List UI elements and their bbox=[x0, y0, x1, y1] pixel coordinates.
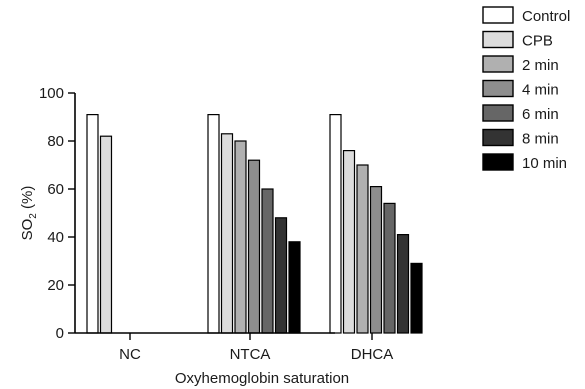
bar-nc-control bbox=[86, 113, 99, 334]
legend-swatch bbox=[482, 128, 514, 147]
legend-swatch bbox=[482, 79, 514, 98]
x-tick-label-nc: NC bbox=[119, 346, 141, 363]
y-axis-title-suffix: (%) bbox=[19, 186, 36, 214]
y-tick-label: 40 bbox=[47, 229, 64, 246]
legend-label: 8 min bbox=[522, 131, 559, 148]
x-axis-title: Oxyhemoglobin saturation bbox=[175, 370, 349, 387]
legend-label: 4 min bbox=[522, 82, 559, 99]
bar-dhca-10-min bbox=[410, 262, 423, 334]
x-tick-label-ntca: NTCA bbox=[230, 346, 271, 363]
bar-ntca-8-min bbox=[274, 217, 288, 334]
bar-ntca-2-min bbox=[234, 140, 247, 334]
bar-ntca-6-min bbox=[261, 188, 274, 334]
bars-group bbox=[86, 113, 423, 334]
legend-label: 2 min bbox=[522, 57, 559, 74]
bar-nc-cpb bbox=[99, 135, 113, 334]
y-axis-title: SO2 (%) bbox=[19, 186, 39, 241]
bar-ntca-4-min bbox=[247, 159, 261, 334]
legend-label: 10 min bbox=[522, 155, 567, 172]
bar-ntca-control bbox=[207, 113, 220, 334]
y-axis-title-subscript: 2 bbox=[28, 213, 39, 219]
legend-swatch bbox=[482, 30, 514, 49]
y-tick-label: 80 bbox=[47, 133, 64, 150]
bar-dhca-2-min bbox=[356, 164, 369, 334]
y-tick-label: 20 bbox=[47, 277, 64, 294]
y-tick-label: 60 bbox=[47, 181, 64, 198]
bar-dhca-6-min bbox=[383, 202, 396, 334]
bar-dhca-8-min bbox=[396, 234, 410, 334]
legend-label: CPB bbox=[522, 33, 553, 50]
x-tick-label-dhca: DHCA bbox=[351, 346, 394, 363]
bar-ntca-cpb bbox=[220, 133, 234, 334]
legend-swatch bbox=[482, 6, 514, 24]
y-axis-title-main: SO bbox=[19, 219, 36, 241]
legend-label: 6 min bbox=[522, 106, 559, 123]
y-tick-label: 100 bbox=[39, 85, 64, 102]
legend-swatch bbox=[482, 55, 514, 73]
legend-label: Control bbox=[522, 8, 570, 25]
y-ticks-group: 0 20 40 60 80 100 bbox=[39, 85, 75, 342]
legend-swatch bbox=[482, 153, 514, 171]
bar-dhca-4-min bbox=[369, 186, 383, 334]
bar-ntca-10-min bbox=[288, 241, 301, 334]
axes-group bbox=[74, 93, 335, 334]
legend-swatch bbox=[482, 104, 514, 122]
bar-dhca-control bbox=[329, 113, 342, 334]
bar-dhca-cpb bbox=[342, 150, 356, 334]
x-ticks-group: NC NTCA DHCA bbox=[119, 333, 393, 363]
legend: Control CPB 2 min 4 min 6 min 8 min 10 min bbox=[482, 6, 570, 172]
y-tick-label: 0 bbox=[56, 325, 64, 342]
